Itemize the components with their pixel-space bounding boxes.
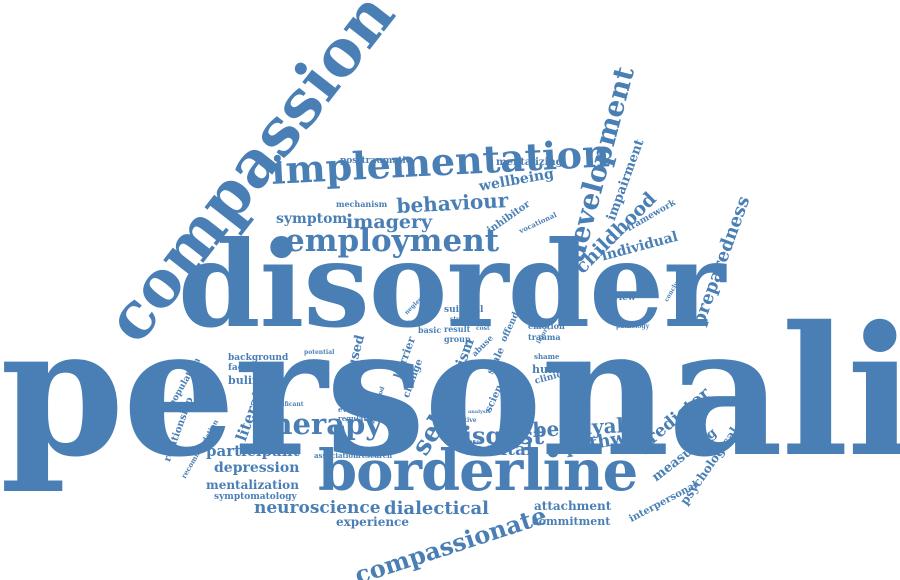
word-basic: basic [418, 325, 442, 335]
word-personality: personality [0, 287, 900, 496]
word-association: association [314, 451, 359, 460]
word-dialectical: dialectical [384, 498, 489, 519]
word-child: child [396, 319, 416, 328]
word-facilitator: facilitator [228, 363, 279, 373]
word-regulation: regulation [338, 414, 379, 423]
word-human: human [532, 363, 575, 376]
word-suicidal: suicidal [444, 305, 484, 315]
word-attachment: attachment [534, 499, 612, 513]
word-disorder: disorder [178, 215, 725, 354]
word-mentalizing: mentalizing [496, 157, 563, 168]
word-symptomatology: symptomatology [214, 492, 297, 502]
word-posttraumatic: posttraumatic [340, 156, 412, 166]
word-commitment: commitment [532, 515, 611, 528]
word-client: client [432, 395, 452, 402]
word-trauma: trauma [528, 332, 561, 342]
word-mechanism: mechanism [336, 199, 388, 209]
word-sample: sample [504, 417, 524, 423]
word-review: review [603, 293, 636, 303]
word-group: group [444, 334, 471, 344]
word-borderline: borderline [318, 438, 638, 504]
word-symptom: symptom [276, 211, 348, 227]
word-mental: mental [466, 440, 533, 460]
word-bulimia: bulimia [228, 374, 275, 387]
word-potential: potential [304, 349, 335, 356]
word-analysis: analysis [468, 409, 491, 415]
word-neuroscience: neuroscience [254, 498, 381, 518]
word-employment: employment [285, 223, 500, 259]
word-participant: participant [206, 442, 300, 460]
word-significant: significant [268, 401, 304, 408]
word-shame: shame [534, 352, 560, 361]
word-disgust: disgust [446, 421, 545, 450]
word-response: response [450, 439, 481, 446]
word-research: research [358, 451, 393, 460]
word-depression: depression [214, 460, 300, 476]
word-emotion: emotion [528, 321, 565, 331]
word-result: result [444, 324, 471, 334]
word-therapy: therapy [258, 407, 383, 441]
word-experience: experience [336, 515, 409, 529]
word-mentalization: mentalization [206, 478, 299, 492]
word-background: background [228, 353, 289, 363]
word-imagery: imagery [346, 211, 433, 233]
word-negative: negative [448, 417, 477, 424]
word-evidence: evidence [338, 405, 373, 414]
word-pathology: pathology [616, 323, 650, 330]
word-study: study [450, 316, 469, 323]
word-cost: cost [476, 325, 490, 332]
